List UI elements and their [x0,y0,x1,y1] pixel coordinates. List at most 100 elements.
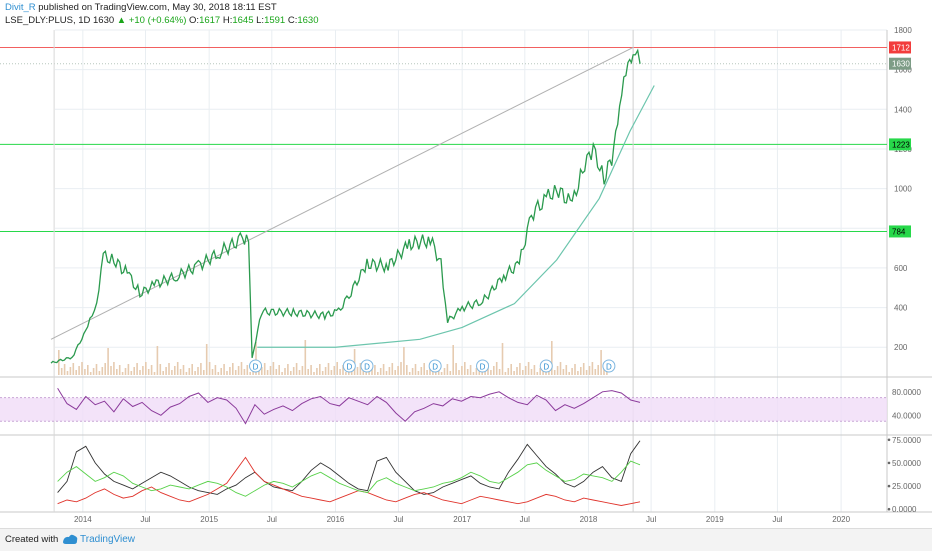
volume-bar [278,365,280,375]
x-tick-label: 2017 [453,515,471,524]
volume-bar [556,366,559,375]
tradingview-brand-link[interactable]: TradingView [80,534,136,545]
volume-bar [136,363,138,375]
volume-bar [237,366,240,375]
volume-bar [89,372,92,375]
volume-bar [95,364,98,375]
price-change: ▲ +10 (+0.64%) [116,15,187,26]
volume-bar [145,362,147,375]
volume-bar [205,344,208,375]
level-badge [889,225,911,238]
volume-bar [524,366,527,375]
volume-bar [475,368,478,375]
volume-bar [495,362,498,375]
volume-bar [313,372,315,375]
volume-bar [603,368,605,375]
dmi-y-tick-label: 75.0000 [892,436,921,445]
volume-bar [324,367,327,375]
volume-bar [571,368,573,375]
volume-bar [452,345,454,375]
volume-bar [58,350,60,375]
volume-bar [472,372,475,375]
volume-bar [379,368,382,375]
volume-bar [455,363,457,375]
volume-bar [411,368,414,375]
volume-bar [504,372,507,375]
volume-bar [339,369,341,375]
open-label: O: [189,15,200,26]
dmi-tick-dot [887,438,891,442]
volume-bar [600,350,602,375]
dmi-y-tick-label: 25.0000 [892,482,921,491]
author-name[interactable]: Divit_R [5,2,36,13]
dmi-series-line [57,460,641,497]
volume-bar [176,362,179,375]
created-with-text: Created with [5,534,59,545]
volume-bar [391,363,394,375]
volume-bar [298,370,301,375]
volume-bar [440,372,443,375]
volume-bar [551,341,553,375]
volume-bar [269,366,272,375]
volume-bar [133,367,135,375]
volume-bar [281,372,283,375]
volume-bar [539,368,541,375]
last-price: 1630 [93,15,115,26]
volume-bar [217,372,220,375]
volume-bar [327,363,330,375]
volume-bar [464,362,466,375]
volume-bar [275,369,278,375]
volume-bar [330,370,333,375]
volume-bar [208,362,211,375]
level-badge-label: 1223 [892,140,910,149]
volume-bar [301,366,304,375]
volume-bar [232,363,234,375]
volume-bar [75,370,77,375]
volume-bar [162,371,164,375]
volume-bar [121,372,124,375]
volume-bar [98,371,101,375]
volume-bar [533,365,536,375]
volume-bar [188,368,191,375]
volume-bar [382,364,385,375]
volume-bar [574,364,576,375]
volume-bar [214,365,217,375]
volume-bar [426,370,428,375]
volume-bar [240,362,243,375]
volume-bar [220,368,222,375]
volume-bar [147,369,150,375]
volume-bar [81,362,83,375]
volume-bar [356,367,359,375]
volume-bar [203,370,205,375]
open-value: 1617 [199,15,221,26]
volume-bar [261,367,263,375]
volume-bar [342,365,344,375]
volume-bar [171,370,173,375]
volume-bar [443,368,446,375]
trendline [50,47,634,340]
volume-bar [597,365,599,375]
volume-bar [191,364,193,375]
volume-bar [545,371,547,375]
volume-bar [594,369,597,375]
x-tick-label: Jul [140,515,150,524]
volume-bar [246,365,249,375]
volume-bar [304,340,307,375]
volume-bar [104,363,106,375]
volume-bar [92,368,95,375]
volume-bar [377,372,379,375]
volume-bar [142,366,144,375]
volume-bar [87,365,89,375]
dividend-marker-icon [602,359,616,373]
x-tick-label: 2015 [200,515,218,524]
volume-bar [263,363,266,375]
volume-bar [562,369,565,375]
x-tick-label: Jul [520,515,530,524]
y-tick-label: 600 [894,264,908,273]
close-value: 1630 [297,15,319,26]
volume-bar [414,364,417,375]
volume-bar [394,370,396,375]
volume-bar [127,364,130,375]
x-tick-label: 2020 [832,515,850,524]
